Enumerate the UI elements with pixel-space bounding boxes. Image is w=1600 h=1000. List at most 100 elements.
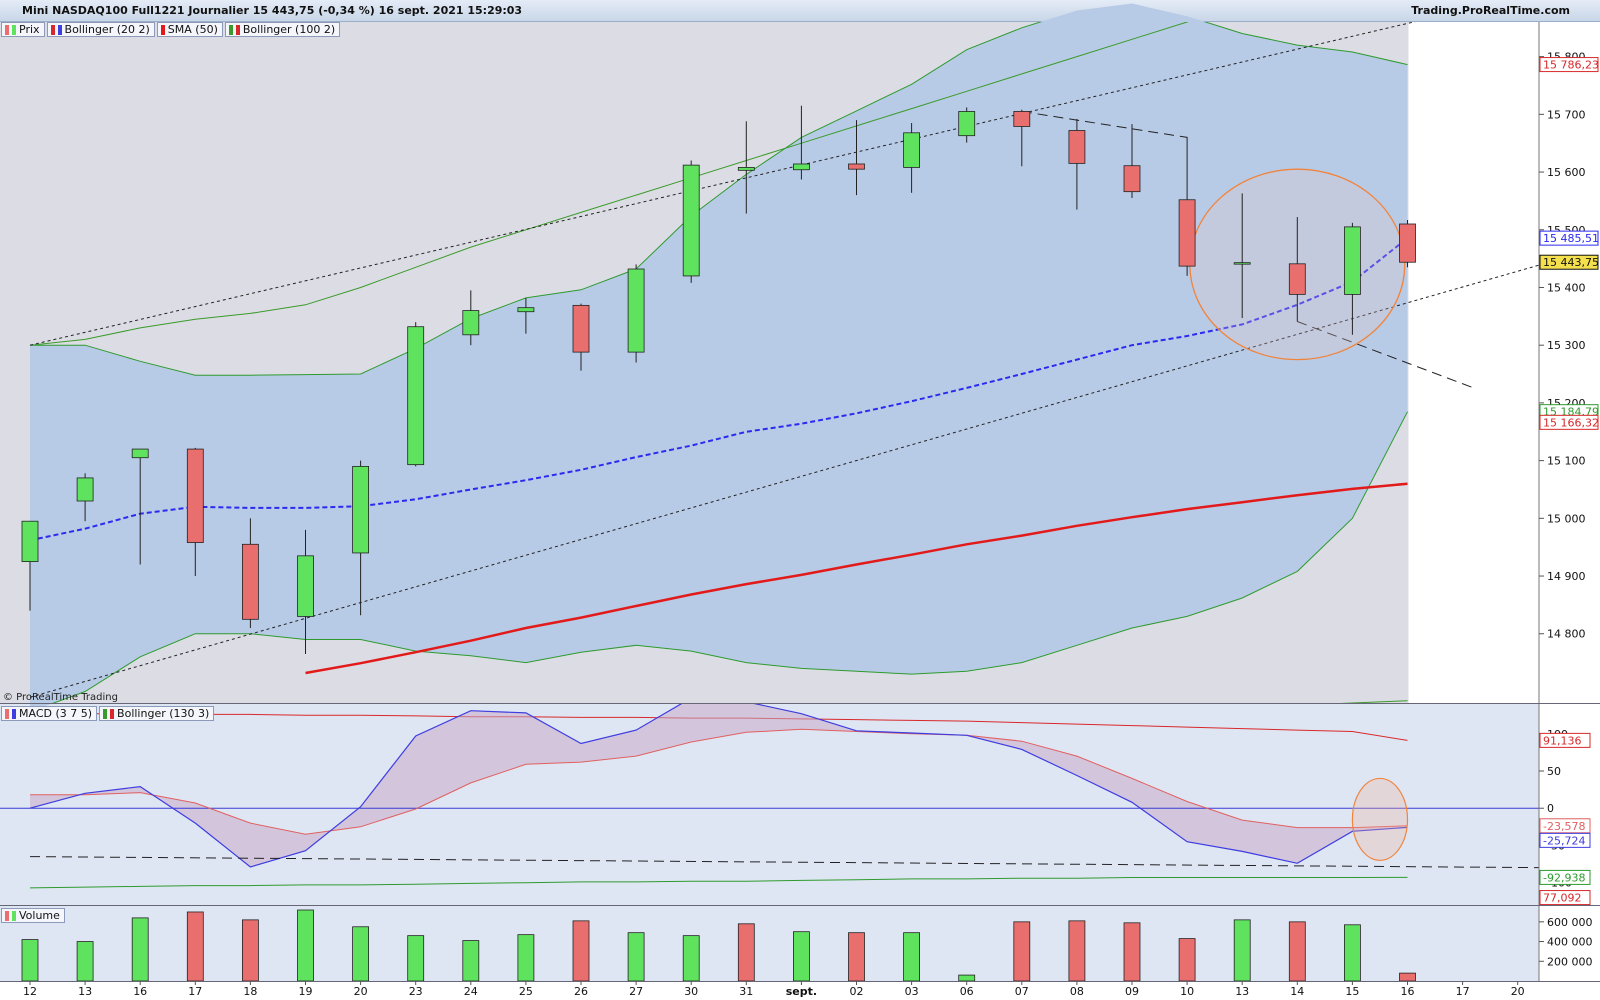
volume-bar bbox=[1399, 972, 1416, 982]
legend-label: Bollinger (130 3) bbox=[117, 707, 210, 720]
legend-item[interactable]: SMA (50) bbox=[156, 22, 223, 37]
candle bbox=[241, 518, 259, 628]
candle bbox=[1013, 109, 1031, 167]
candle bbox=[76, 473, 94, 522]
price-value-badge bbox=[1539, 254, 1599, 270]
candle bbox=[1123, 124, 1141, 199]
legend-swatch bbox=[5, 708, 9, 719]
candle-body bbox=[352, 465, 370, 554]
macd-value-label: -92,938 bbox=[1543, 871, 1585, 884]
price-tick-label: 15 600 bbox=[1547, 166, 1586, 179]
volume-bar bbox=[903, 932, 920, 982]
x-tick-label: 13 bbox=[78, 985, 92, 998]
candle bbox=[186, 447, 204, 577]
legend-swatch bbox=[5, 910, 9, 921]
macd-value-label: -25,724 bbox=[1543, 834, 1585, 847]
legend-swatch bbox=[57, 24, 62, 35]
macd-value-badge bbox=[1539, 869, 1591, 885]
volume-bar bbox=[1288, 921, 1306, 982]
candle-body bbox=[572, 304, 590, 353]
volume-bar bbox=[682, 935, 700, 982]
legend-item[interactable]: Volume bbox=[1, 908, 65, 923]
macd-tick-label: 0 bbox=[1547, 802, 1554, 815]
legend-swatch bbox=[110, 708, 115, 719]
candle-body bbox=[682, 164, 700, 277]
candle-body bbox=[186, 448, 204, 543]
legend-item[interactable]: Bollinger (20 2) bbox=[46, 22, 155, 37]
legend-label: SMA (50) bbox=[167, 23, 218, 36]
macd-pane-bg bbox=[0, 704, 1539, 905]
x-tick-label: 09 bbox=[1125, 985, 1139, 998]
bollinger-20-lower-line bbox=[52, 411, 1408, 703]
volume-bar bbox=[241, 919, 259, 982]
volume-bar bbox=[517, 934, 535, 982]
legend-label: Bollinger (20 2) bbox=[64, 23, 150, 36]
bollinger-100-upper-line bbox=[29, 22, 1189, 346]
price-tick-label: 15 400 bbox=[1547, 281, 1586, 294]
volume-bar bbox=[462, 940, 480, 982]
instrument-title: Mini NASDAQ100 Full1221 Journalier 15 44… bbox=[22, 4, 523, 17]
candle-body bbox=[1233, 262, 1251, 265]
legend-swatch bbox=[5, 24, 9, 35]
candle bbox=[462, 290, 480, 346]
volume-bar bbox=[186, 911, 204, 982]
legend-item[interactable]: Bollinger (130 3) bbox=[99, 706, 215, 721]
candle-body bbox=[848, 163, 865, 170]
candle-body bbox=[76, 477, 94, 502]
price-value-label: 15 786,23 bbox=[1543, 59, 1599, 72]
volume-bar bbox=[1068, 920, 1086, 982]
legend-swatch bbox=[12, 708, 16, 719]
candle bbox=[352, 460, 370, 616]
volume-bar bbox=[572, 920, 590, 982]
candle bbox=[572, 303, 590, 371]
volume-bar bbox=[627, 932, 645, 982]
candle bbox=[958, 107, 976, 143]
bollinger-20-middle-line bbox=[29, 237, 1409, 542]
legend-item[interactable]: Bollinger (100 2) bbox=[224, 22, 341, 37]
legend-swatch bbox=[12, 24, 16, 35]
price-tick-label: 14 900 bbox=[1547, 570, 1586, 583]
legend-swatch bbox=[12, 910, 16, 921]
volume-bar bbox=[76, 941, 94, 982]
price-tick-label: 15 000 bbox=[1547, 512, 1586, 525]
legend-swatch bbox=[50, 24, 55, 35]
candle-body bbox=[517, 307, 535, 313]
x-tick-label: 15 bbox=[1345, 985, 1359, 998]
legend-label: Volume bbox=[19, 909, 60, 922]
volume-bar bbox=[131, 917, 149, 982]
bollinger-20-fill bbox=[30, 3, 1408, 712]
price-trendline-1 bbox=[29, 264, 1539, 698]
top-title-bar: Mini NASDAQ100 Full1221 Journalier 15 44… bbox=[0, 0, 1600, 22]
candle-body bbox=[793, 163, 810, 171]
macd-value-label: 77,092 bbox=[1543, 892, 1582, 905]
candle-body bbox=[1288, 263, 1306, 295]
x-tick-label: 08 bbox=[1070, 985, 1084, 998]
volume-bar bbox=[21, 939, 39, 982]
candle bbox=[1344, 222, 1361, 335]
legend-item[interactable]: Prix bbox=[1, 22, 45, 37]
candle-body bbox=[297, 555, 314, 617]
x-tick-label: 06 bbox=[960, 985, 974, 998]
price-value-badge bbox=[1539, 57, 1599, 73]
volume-bar bbox=[1013, 921, 1031, 982]
x-tick-label: 16 bbox=[1401, 985, 1415, 998]
x-tick-label: 07 bbox=[1015, 985, 1029, 998]
price-value-label: 15 443,75 bbox=[1543, 256, 1599, 269]
candle bbox=[21, 520, 39, 611]
x-tick-label: 16 bbox=[133, 985, 147, 998]
price-plot-group bbox=[21, 22, 1539, 703]
legend-item[interactable]: MACD (3 7 5) bbox=[1, 706, 98, 721]
macd-value-badge bbox=[1539, 732, 1591, 748]
price-value-label: 15 166,32 bbox=[1543, 416, 1599, 429]
price-trendline-2 bbox=[1021, 110, 1188, 138]
candle-body bbox=[958, 111, 976, 137]
volume-bar bbox=[958, 974, 976, 982]
price-tick-label: 15 100 bbox=[1547, 455, 1586, 468]
legend-swatch bbox=[235, 24, 240, 35]
legend-label: Prix bbox=[19, 23, 40, 36]
volume-bar bbox=[407, 935, 425, 982]
macd-value-label: 91,136 bbox=[1543, 734, 1582, 747]
candle-body bbox=[737, 167, 755, 171]
candle bbox=[848, 120, 865, 196]
